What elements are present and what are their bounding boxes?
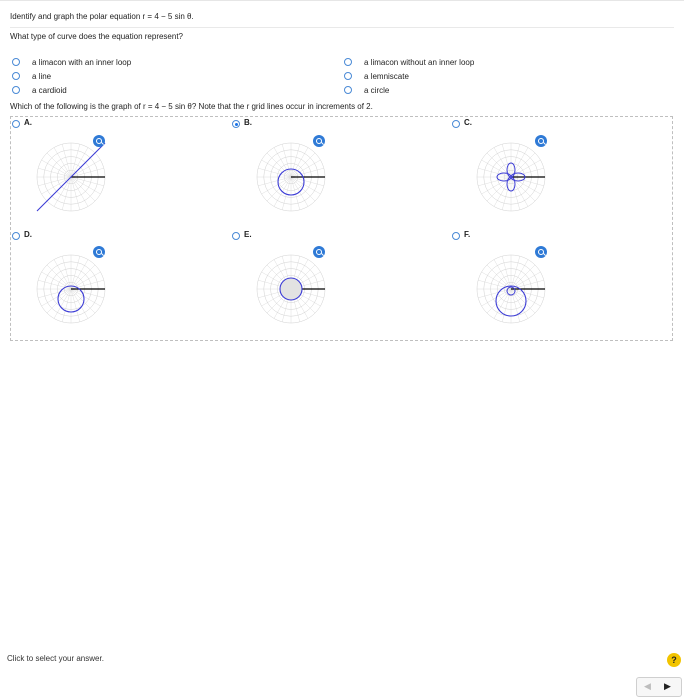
question-graph: Which of the following is the graph of r… (10, 102, 373, 111)
graph-choice-radio[interactable] (232, 120, 240, 128)
question-title: Identify and graph the polar equation r … (10, 12, 194, 21)
option-label[interactable]: a circle (364, 86, 390, 95)
next-arrow-icon[interactable]: ▶ (664, 681, 671, 691)
choice-letter[interactable]: F. (464, 230, 471, 239)
choice-letter[interactable]: A. (24, 118, 32, 127)
radio-limacon-without-loop[interactable] (344, 58, 352, 66)
graph-choice-radio[interactable] (452, 120, 460, 128)
radio-circle[interactable] (344, 86, 352, 94)
divider (10, 27, 674, 28)
zoom-icon[interactable] (93, 135, 105, 147)
choice-letter[interactable]: C. (464, 118, 472, 127)
polar-graph[interactable] (468, 246, 554, 334)
radio-limacon-inner-loop[interactable] (12, 58, 20, 66)
zoom-icon[interactable] (535, 246, 547, 258)
option-label[interactable]: a limacon without an inner loop (364, 58, 475, 67)
option-label[interactable]: a cardioid (32, 86, 67, 95)
radio-cardioid[interactable] (12, 86, 20, 94)
graph-choices-panel (10, 116, 673, 341)
polar-graph[interactable] (28, 246, 114, 334)
polar-graph[interactable] (468, 134, 554, 222)
pager: ◀ ▶ (636, 677, 682, 697)
zoom-icon[interactable] (93, 246, 105, 258)
status-hint: Click to select your answer. (7, 654, 104, 663)
polar-graph[interactable] (248, 246, 334, 334)
radio-lemniscate[interactable] (344, 72, 352, 80)
option-label[interactable]: a line (32, 72, 52, 81)
help-icon[interactable]: ? (667, 653, 681, 667)
polar-graph[interactable] (248, 134, 334, 222)
choice-letter[interactable]: D. (24, 230, 32, 239)
question-curve-type: What type of curve does the equation rep… (10, 32, 183, 41)
graph-choice-radio[interactable] (12, 120, 20, 128)
zoom-icon[interactable] (313, 135, 325, 147)
choice-letter[interactable]: E. (244, 230, 252, 239)
polar-graph[interactable] (28, 134, 114, 222)
prev-arrow-icon[interactable]: ◀ (644, 681, 651, 691)
option-label[interactable]: a limacon with an inner loop (32, 58, 132, 67)
top-divider (0, 0, 684, 1)
graph-choice-radio[interactable] (232, 232, 240, 240)
radio-line[interactable] (12, 72, 20, 80)
zoom-icon[interactable] (535, 135, 547, 147)
choice-letter[interactable]: B. (244, 118, 252, 127)
graph-choice-radio[interactable] (452, 232, 460, 240)
option-label[interactable]: a lemniscate (364, 72, 409, 81)
zoom-icon[interactable] (313, 246, 325, 258)
graph-choice-radio[interactable] (12, 232, 20, 240)
